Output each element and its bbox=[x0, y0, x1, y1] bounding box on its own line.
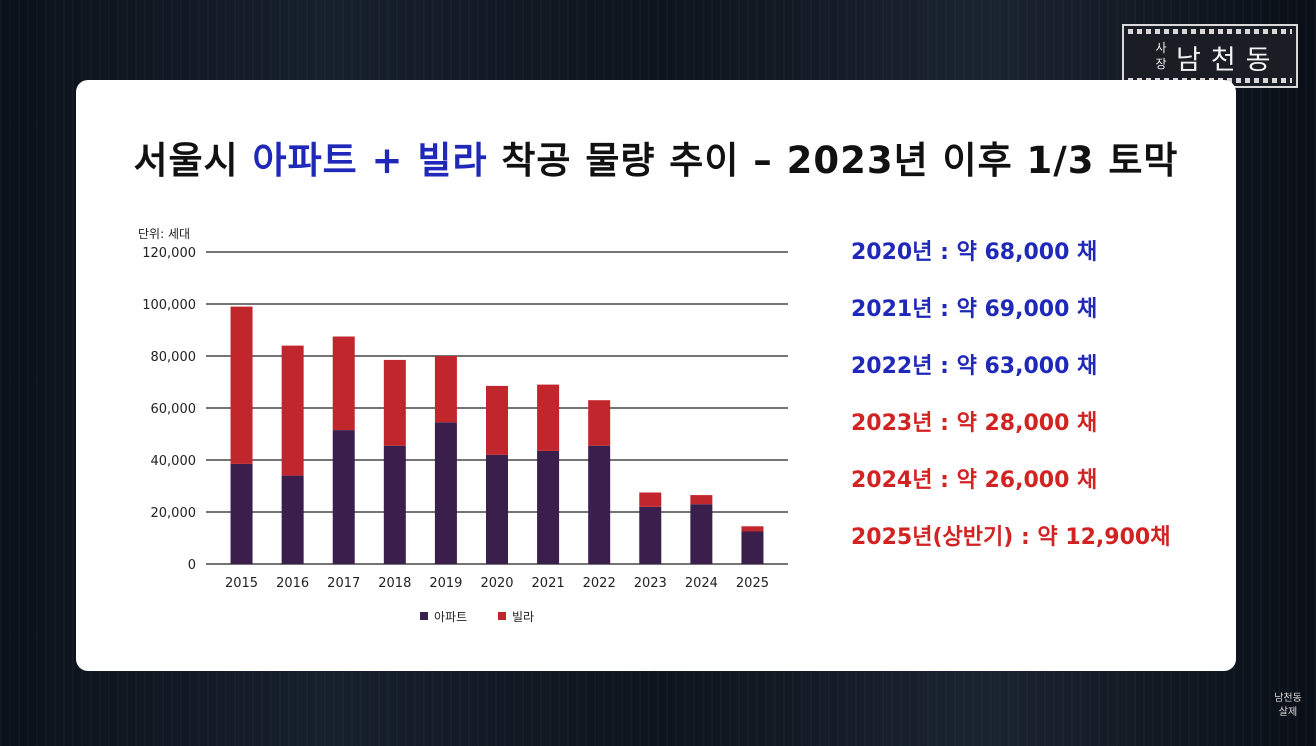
y-tick-label: 0 bbox=[188, 558, 196, 573]
title-part-1: 서울시 bbox=[133, 139, 253, 182]
legend-label: 빌라 bbox=[512, 610, 534, 624]
x-tick-label: 2017 bbox=[327, 576, 360, 591]
summary-row: 2025년(상반기) : 약 12,900채 bbox=[851, 525, 1171, 550]
bar-segment bbox=[741, 526, 764, 532]
bar-segment bbox=[332, 430, 355, 564]
summary-row: 2022년 : 약 63,000 채 bbox=[851, 354, 1098, 379]
watermark-line-1: 남천동 bbox=[1274, 693, 1302, 704]
x-tick-label: 2021 bbox=[532, 576, 565, 591]
x-tick-label: 2022 bbox=[583, 576, 616, 591]
y-tick-label: 40,000 bbox=[151, 454, 197, 469]
x-tick-label: 2018 bbox=[378, 576, 411, 591]
stacked-bar-chart: 단위: 세대 0 20,000 40,000 60,000 80,000 100,000 12… bbox=[138, 227, 788, 624]
y-tick-label: 120,000 bbox=[142, 246, 196, 261]
summary-row: 2024년 : 약 26,000 채 bbox=[851, 468, 1098, 493]
bar-segment bbox=[639, 506, 662, 564]
channel-logo: 사장 남천동 bbox=[1122, 24, 1298, 88]
slide-title: 서울시 아파트 + 빌라 착공 물량 추이 – 2023년 이후 1/3 토막 bbox=[76, 130, 1236, 184]
bar-segment bbox=[332, 336, 355, 431]
logo-small-text: 사장 bbox=[1155, 41, 1167, 71]
y-tick-label: 60,000 bbox=[151, 402, 197, 417]
bar-segment bbox=[383, 445, 406, 564]
bar-segment bbox=[537, 450, 560, 564]
legend-swatch bbox=[420, 612, 428, 620]
logo-big-text: 남천동 bbox=[1176, 45, 1281, 76]
bar-segment bbox=[639, 492, 662, 507]
bar-segment bbox=[434, 356, 457, 423]
bar-segment bbox=[434, 422, 457, 564]
bar-segment bbox=[281, 475, 304, 564]
bar-segment bbox=[537, 384, 560, 451]
summary-row: 2023년 : 약 28,000 채 bbox=[851, 411, 1098, 436]
summary-row: 2020년 : 약 68,000 채 bbox=[851, 240, 1098, 265]
unit-label: 단위: 세대 bbox=[138, 227, 190, 241]
bar-segment bbox=[486, 385, 508, 455]
bar-segment bbox=[230, 463, 253, 564]
watermark: 남천동 살제 bbox=[1268, 692, 1308, 720]
y-tick-label: 20,000 bbox=[151, 506, 197, 521]
x-tick-label: 2015 bbox=[225, 576, 258, 591]
bar-segment bbox=[383, 359, 406, 446]
watermark-line-2: 살제 bbox=[1278, 707, 1298, 718]
x-tick-label: 2016 bbox=[276, 576, 309, 591]
summary-list: 2020년 : 약 68,000 채 2021년 : 약 69,000 채 2022… bbox=[851, 234, 1170, 576]
summary-row: 2021년 : 약 69,000 채 bbox=[851, 297, 1098, 322]
bar-segment bbox=[588, 400, 611, 446]
legend-label: 아파트 bbox=[434, 610, 467, 624]
bar-segment bbox=[486, 454, 508, 564]
y-tick-label: 80,000 bbox=[151, 350, 197, 365]
x-tick-label: 2019 bbox=[429, 576, 462, 591]
bar-segment bbox=[690, 504, 713, 564]
legend-swatch bbox=[498, 612, 506, 620]
x-tick-label: 2023 bbox=[634, 576, 667, 591]
film-perforation-top bbox=[1128, 29, 1292, 34]
bar-segment bbox=[690, 495, 713, 505]
slide-card: 서울시 아파트 + 빌라 착공 물량 추이 – 2023년 이후 1/3 토막 … bbox=[76, 80, 1236, 671]
bar-segment bbox=[281, 345, 304, 476]
x-tick-label: 2020 bbox=[480, 576, 513, 591]
bar-segment bbox=[741, 531, 764, 564]
title-part-3: 착공 물량 추이 – 2023년 이후 1/3 토막 bbox=[487, 139, 1179, 182]
title-highlight: 아파트 + 빌라 bbox=[252, 139, 488, 182]
y-tick-label: 100,000 bbox=[142, 298, 196, 313]
x-tick-label: 2024 bbox=[685, 576, 718, 591]
bar-segment bbox=[588, 445, 611, 564]
x-tick-label: 2025 bbox=[736, 576, 769, 591]
bar-segment bbox=[230, 306, 253, 464]
